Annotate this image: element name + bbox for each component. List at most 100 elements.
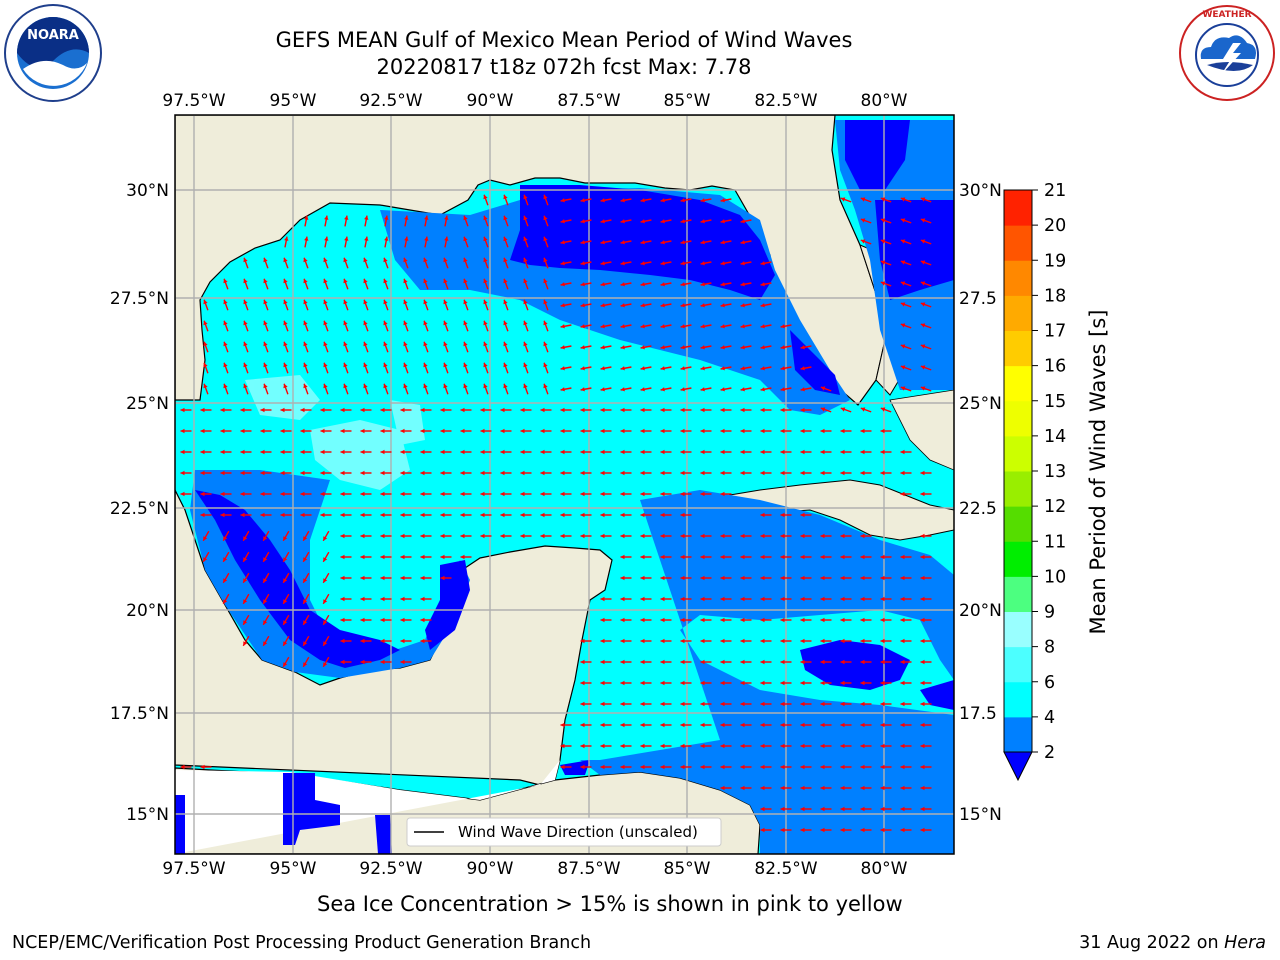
wave-arrow-head bbox=[720, 219, 725, 224]
wave-arrow-head bbox=[420, 512, 425, 518]
wave-arrow-head bbox=[580, 407, 585, 413]
wave-arrow-head bbox=[880, 260, 886, 265]
wave-arrow-head bbox=[543, 362, 548, 368]
wave-arrow-head bbox=[640, 533, 645, 539]
wave-arrow-head bbox=[640, 345, 645, 350]
wave-arrow-head bbox=[600, 533, 605, 539]
wave-arrow-head bbox=[403, 383, 408, 389]
wave-arrow-head bbox=[323, 362, 328, 368]
wave-arrow-head bbox=[423, 320, 428, 326]
wave-arrow-head bbox=[880, 701, 885, 707]
wave-arrow-head bbox=[520, 491, 525, 497]
wave-arrow-head bbox=[640, 638, 645, 644]
wave-arrow-head bbox=[700, 680, 705, 686]
wave-arrow-head bbox=[720, 554, 725, 560]
wave-arrow-head bbox=[283, 620, 288, 625]
wave-arrow-head bbox=[800, 554, 805, 560]
wave-arrow-head bbox=[720, 366, 725, 371]
wave-arrow-head bbox=[483, 299, 488, 305]
colorbar-tick-label: 9 bbox=[1044, 603, 1055, 623]
wave-arrow-head bbox=[600, 764, 605, 770]
wave-arrow-head bbox=[620, 282, 625, 287]
wave-arrow-head bbox=[780, 827, 785, 833]
wave-arrow-head bbox=[620, 345, 625, 350]
svg-text:85°W: 85°W bbox=[664, 91, 711, 111]
wave-arrow-head bbox=[760, 827, 765, 833]
wave-arrow-head bbox=[323, 578, 328, 583]
wave-arrow-head bbox=[203, 299, 208, 305]
wave-arrow-head bbox=[840, 428, 845, 434]
wave-arrow-head bbox=[580, 701, 585, 707]
wave-arrow-head bbox=[600, 240, 605, 245]
svg-text:17.5: 17.5 bbox=[959, 704, 997, 724]
wave-arrow-head bbox=[700, 575, 705, 581]
wave-arrow-head bbox=[503, 278, 508, 284]
wave-arrow-head bbox=[880, 596, 885, 602]
wave-arrow-head bbox=[620, 512, 625, 518]
wave-arrow-head bbox=[320, 470, 325, 476]
wave-arrow-head bbox=[620, 659, 625, 665]
wave-arrow-head bbox=[680, 575, 685, 581]
wave-arrow-head bbox=[720, 407, 725, 413]
wave-arrow-head bbox=[420, 533, 425, 539]
wave-arrow-head bbox=[740, 449, 745, 455]
wave-arrow-head bbox=[680, 659, 685, 665]
map-title: GEFS MEAN Gulf of Mexico Mean Period of … bbox=[275, 28, 853, 52]
wave-arrow-head bbox=[820, 701, 825, 707]
wave-arrow-head bbox=[920, 596, 925, 602]
wave-arrow-head bbox=[243, 383, 248, 389]
wave-arrow-head bbox=[283, 662, 288, 667]
wave-arrow-head bbox=[780, 659, 785, 665]
wave-arrow-head bbox=[760, 806, 765, 812]
wave-arrow-head bbox=[503, 341, 508, 347]
wave-arrow-head bbox=[920, 491, 925, 497]
wave-arrow-head bbox=[240, 407, 245, 413]
map-area bbox=[175, 115, 954, 854]
wave-arrow-head bbox=[920, 806, 925, 812]
wave-arrow-head bbox=[243, 278, 248, 284]
colorbar-segment bbox=[1004, 365, 1032, 402]
wave-arrow-head bbox=[580, 722, 585, 728]
wave-arrow-head bbox=[680, 366, 685, 371]
wave-arrow-head bbox=[580, 219, 585, 224]
wave-arrow-head bbox=[220, 470, 225, 476]
wave-arrow-head bbox=[220, 491, 225, 497]
wave-arrow-head bbox=[440, 428, 445, 434]
wave-arrow-head bbox=[680, 219, 685, 224]
wave-arrow-head bbox=[660, 680, 665, 686]
wave-arrow-head bbox=[180, 491, 185, 497]
wave-arrow-head bbox=[580, 659, 585, 665]
wave-arrow-head bbox=[820, 449, 825, 455]
wave-arrow-head bbox=[400, 407, 405, 413]
wave-arrow-head bbox=[283, 536, 288, 541]
wave-arrow-head bbox=[443, 320, 448, 326]
wave-arrow-head bbox=[720, 261, 725, 266]
wave-arrow-head bbox=[900, 344, 906, 349]
wave-arrow-head bbox=[560, 428, 565, 434]
wave-arrow-head bbox=[800, 659, 805, 665]
wave-arrow-head bbox=[520, 470, 525, 476]
wave-arrow-head bbox=[260, 491, 265, 497]
wave-arrow-head bbox=[580, 387, 585, 392]
wave-arrow-head bbox=[263, 620, 268, 625]
wave-arrow-head bbox=[860, 470, 865, 476]
wave-arrow-head bbox=[900, 260, 906, 265]
colorbar-tick-label: 21 bbox=[1044, 181, 1066, 201]
wave-arrow-head bbox=[660, 219, 665, 224]
wave-arrow-head bbox=[560, 261, 565, 266]
wave-arrow-head bbox=[800, 743, 805, 749]
wave-arrow-head bbox=[403, 320, 408, 326]
wave-arrow-head bbox=[400, 554, 405, 560]
wave-arrow-head bbox=[403, 362, 408, 368]
wave-arrow-head bbox=[660, 596, 665, 602]
wave-arrow-head bbox=[483, 320, 488, 326]
wave-arrow-head bbox=[560, 512, 565, 518]
wave-arrow-head bbox=[380, 428, 385, 434]
wave-arrow-head bbox=[380, 512, 385, 518]
map-gridlines bbox=[175, 115, 954, 854]
wave-arrow-head bbox=[640, 491, 645, 497]
wave-arrow-head bbox=[440, 449, 445, 455]
wave-arrow-head bbox=[620, 324, 625, 329]
svg-text:97.5°W: 97.5°W bbox=[162, 91, 225, 111]
wave-arrow-head bbox=[660, 428, 665, 434]
